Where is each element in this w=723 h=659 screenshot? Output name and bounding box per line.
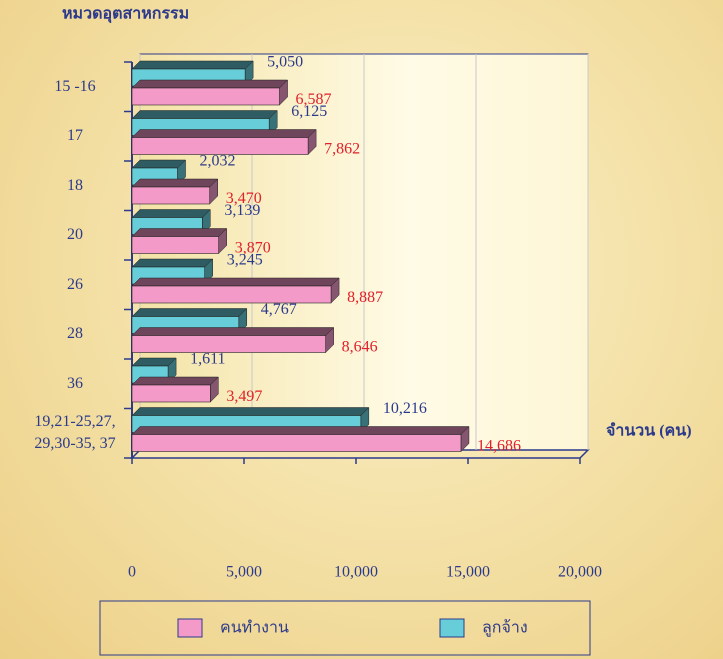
data-label: 5,050 bbox=[267, 54, 303, 71]
bar-top bbox=[131, 376, 219, 386]
bar-front bbox=[131, 137, 309, 155]
x-tick-label: 10,000 bbox=[334, 564, 378, 581]
y-tick-label: 28 bbox=[67, 325, 83, 343]
data-label: 6,125 bbox=[291, 103, 327, 120]
x-tick-label: 20,000 bbox=[558, 564, 602, 581]
bar-top bbox=[131, 258, 214, 268]
bar-front bbox=[131, 384, 211, 403]
bar-front bbox=[131, 335, 326, 353]
legend-label: คนทำงาน bbox=[220, 620, 289, 637]
legend-swatch bbox=[439, 618, 465, 638]
legend-swatch bbox=[177, 618, 203, 638]
y-tick-label: 26 bbox=[67, 275, 83, 293]
bar-front bbox=[131, 236, 219, 254]
data-label: 6,587 bbox=[296, 91, 332, 108]
bar-top bbox=[131, 277, 340, 287]
bar-top bbox=[131, 79, 289, 89]
bar-front bbox=[131, 285, 332, 304]
bar-top bbox=[131, 110, 278, 119]
y-tick-label: 15 -16 bbox=[54, 77, 96, 95]
bar-top bbox=[131, 228, 228, 237]
bar bbox=[131, 178, 219, 205]
bar-top bbox=[131, 308, 248, 317]
data-label: 2,032 bbox=[200, 153, 236, 170]
data-label: 8,646 bbox=[342, 339, 378, 356]
data-label: 3,470 bbox=[226, 190, 262, 207]
data-label: 3,139 bbox=[224, 202, 260, 219]
y-tick-label: 20 bbox=[67, 226, 83, 244]
bar bbox=[131, 425, 470, 453]
axis-title: หมวดอุตสาหกรรม bbox=[62, 6, 189, 24]
x-tick-label: 15,000 bbox=[446, 564, 490, 581]
data-label: 3,497 bbox=[226, 388, 262, 405]
bar-top bbox=[131, 327, 335, 336]
data-label: 7,862 bbox=[324, 141, 360, 158]
bar bbox=[131, 376, 219, 403]
y-tick-label: 36 bbox=[67, 374, 83, 392]
data-label: 4,767 bbox=[261, 301, 297, 318]
legend-box bbox=[99, 600, 591, 656]
bar bbox=[131, 79, 289, 106]
legend-label: ลูกจ้าง bbox=[482, 619, 528, 638]
x-axis-title: จำนวน (คน) bbox=[606, 422, 692, 440]
data-label: 8,887 bbox=[347, 289, 383, 306]
bar bbox=[131, 227, 228, 255]
bar-top bbox=[131, 60, 254, 70]
bar-top bbox=[131, 159, 187, 169]
bar bbox=[131, 277, 340, 304]
bar-top bbox=[131, 129, 317, 138]
data-label: 1,611 bbox=[190, 351, 225, 368]
y-tick-label: 19,21-25,27, 29,30-35, 37 bbox=[34, 413, 116, 453]
bar-front bbox=[131, 434, 462, 452]
bar-front bbox=[131, 87, 280, 106]
data-label: 3,245 bbox=[227, 252, 263, 269]
y-tick-label: 17 bbox=[67, 127, 83, 145]
bar bbox=[131, 128, 317, 156]
data-label: 14,686 bbox=[477, 438, 521, 455]
bar-top bbox=[131, 407, 370, 416]
bar bbox=[131, 326, 335, 354]
bar-top bbox=[131, 178, 219, 188]
data-label: 3,870 bbox=[235, 240, 271, 257]
data-label: 10,216 bbox=[383, 400, 427, 417]
x-tick-label: 5,000 bbox=[226, 564, 262, 581]
bar-top bbox=[131, 209, 211, 218]
y-tick-label: 18 bbox=[67, 176, 83, 194]
x-tick-label: 0 bbox=[128, 564, 136, 581]
bar-front bbox=[131, 186, 211, 205]
bar-top bbox=[131, 426, 470, 435]
